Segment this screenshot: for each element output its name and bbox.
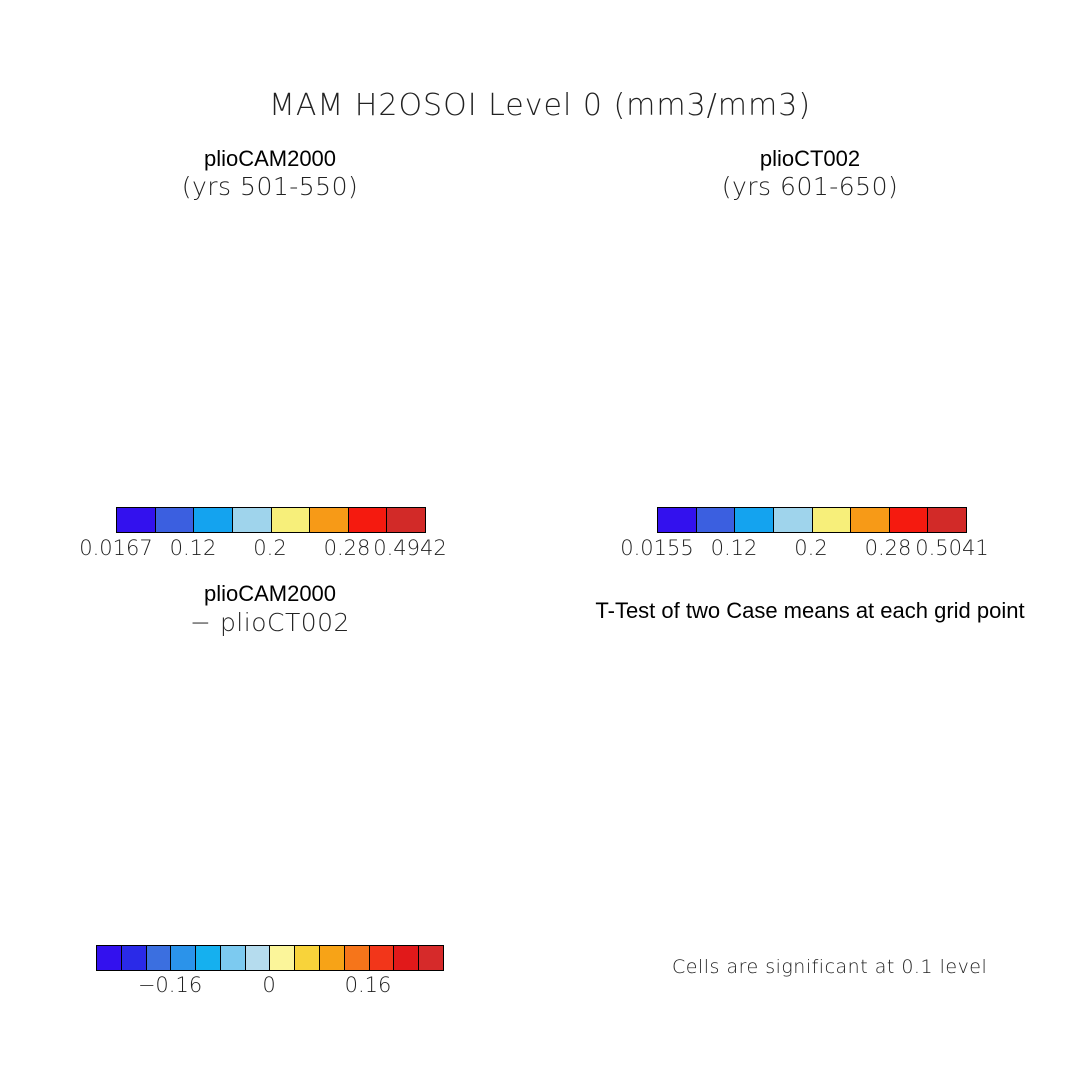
colorbar-tl xyxy=(116,507,426,533)
colorbar-tr xyxy=(657,507,967,533)
colorbar-swatch xyxy=(387,508,425,532)
colorbar-swatch xyxy=(155,508,195,532)
panel-br-map xyxy=(551,641,1071,911)
panel-br-title: T-Test of two Case means at each grid po… xyxy=(595,598,1025,623)
colorbar-tr-label: 0.2 xyxy=(794,536,828,560)
panel-tl-subtitle: (yrs 501-550) xyxy=(181,172,359,201)
colorbar-swatch xyxy=(812,508,852,532)
colorbar-swatch xyxy=(344,946,370,970)
colorbar-tr-label: 0.12 xyxy=(710,536,758,560)
colorbar-tr-label: 0.28 xyxy=(864,536,912,560)
significance-note: Cells are significant at 0.1 level xyxy=(672,956,988,978)
panel-bl-title: plioCAM2000 xyxy=(203,581,337,606)
colorbar-swatch xyxy=(196,946,221,970)
colorbar-tr-label: 0.5041 xyxy=(915,536,989,560)
colorbar-swatch xyxy=(121,946,147,970)
colorbar-tl-label: 0.0167 xyxy=(79,536,153,560)
colorbar-swatch xyxy=(270,946,296,970)
colorbar-swatch xyxy=(271,508,311,532)
figure-title: MAM H2OSOI Level 0 (mm3/mm3) xyxy=(268,88,812,123)
colorbar-swatch xyxy=(889,508,929,532)
colorbar-tl-label: 0.28 xyxy=(323,536,371,560)
panel-bl-subtitle: − plioCT002 xyxy=(190,608,350,637)
colorbar-swatch xyxy=(851,508,890,532)
panel-tr-title: plioCT002 xyxy=(759,146,861,171)
colorbar-swatch xyxy=(696,508,736,532)
colorbar-swatch xyxy=(773,508,813,532)
colorbar-swatch xyxy=(97,946,122,970)
colorbar-swatch xyxy=(735,508,774,532)
colorbar-tr-label: 0.0155 xyxy=(620,536,694,560)
colorbar-bl-label: 0 xyxy=(262,973,276,997)
colorbar-swatch xyxy=(419,946,443,970)
panel-bl-map xyxy=(10,641,530,911)
colorbar-swatch xyxy=(369,946,395,970)
colorbar-bl xyxy=(96,945,444,971)
panel-tl-map xyxy=(10,203,530,473)
colorbar-swatch xyxy=(348,508,388,532)
panel-tr-map xyxy=(551,203,1071,473)
colorbar-tl-label: 0.12 xyxy=(169,536,217,560)
colorbar-swatch xyxy=(146,946,172,970)
colorbar-swatch xyxy=(310,508,349,532)
colorbar-swatch xyxy=(320,946,345,970)
colorbar-swatch xyxy=(194,508,233,532)
colorbar-swatch xyxy=(245,946,271,970)
colorbar-tl-label: 0.2 xyxy=(253,536,287,560)
colorbar-bl-label: 0.16 xyxy=(344,973,392,997)
colorbar-swatch xyxy=(295,946,321,970)
panel-tl-title: plioCAM2000 xyxy=(203,146,337,171)
colorbar-tl-label: 0.4942 xyxy=(373,536,447,560)
colorbar-swatch xyxy=(220,946,246,970)
colorbar-swatch xyxy=(658,508,697,532)
colorbar-bl-label: −0.16 xyxy=(137,973,203,997)
colorbar-swatch xyxy=(232,508,272,532)
colorbar-swatch xyxy=(928,508,966,532)
colorbar-swatch xyxy=(171,946,197,970)
colorbar-swatch xyxy=(117,508,156,532)
colorbar-swatch xyxy=(394,946,420,970)
panel-tr-subtitle: (yrs 601-650) xyxy=(721,172,899,201)
